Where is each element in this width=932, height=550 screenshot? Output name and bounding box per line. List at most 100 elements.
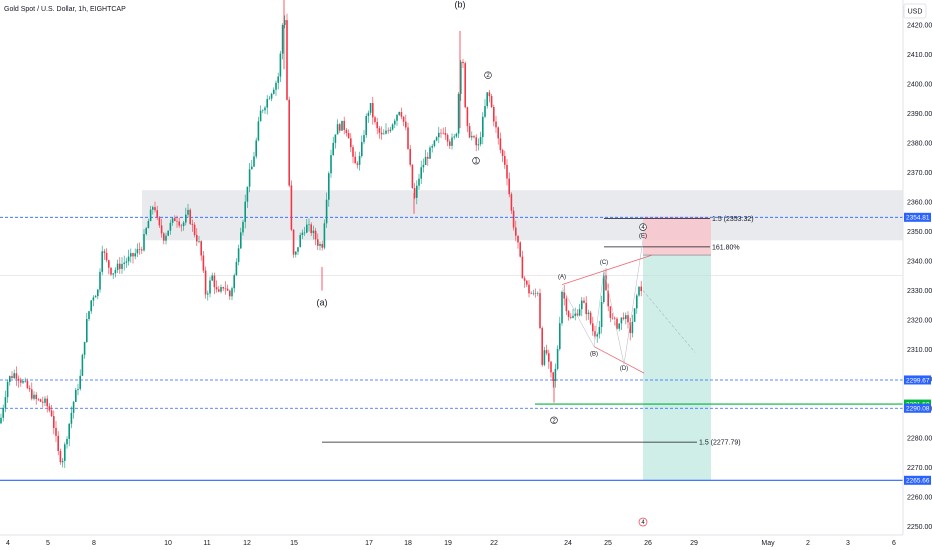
price-axis[interactable]: 2250.002260.002270.002280.002290.002300.… — [902, 0, 932, 535]
candle-body — [449, 141, 451, 146]
candle-body — [218, 289, 220, 292]
candle-body — [616, 318, 618, 329]
price-tick-10: 2350.00 — [907, 229, 932, 236]
time-axis[interactable]: 4 5 8 10 11 12 15 17 18 19 22 24 25 26 29 May 2 3 6 — [0, 534, 903, 547]
time-tick-1: 5 — [46, 540, 50, 547]
candle-body — [180, 225, 183, 227]
candle-body — [147, 221, 150, 229]
candle-body — [297, 247, 299, 252]
candle-body — [79, 375, 81, 389]
candle-body — [97, 289, 99, 297]
candle-body — [22, 381, 24, 383]
candle-body — [160, 225, 163, 234]
candle-body — [633, 308, 636, 322]
candle-body — [90, 300, 92, 312]
wave-label-1: (a) — [317, 297, 328, 307]
price-tick-11: 2360.00 — [907, 200, 932, 207]
candle-body — [475, 137, 477, 146]
fib-label-0: 1.5 (2353.32) — [712, 216, 754, 223]
candle-body — [251, 166, 253, 170]
wedge-lower-line[interactable] — [593, 346, 645, 374]
candle-body — [152, 207, 154, 210]
candles — [0, 0, 642, 468]
candle-body — [198, 241, 200, 242]
short-position-tool[interactable] — [642, 216, 711, 481]
stop-loss-zone[interactable] — [643, 216, 711, 256]
time-tick-4: 11 — [203, 540, 210, 547]
candle-body — [308, 224, 310, 226]
wedge-upper-line[interactable] — [561, 254, 653, 285]
candle-body — [284, 20, 286, 26]
wave-labels: (b) (a) 2 1 2 (A) (B) (C) (D) 4 (E) 4 — [317, 0, 648, 527]
abcde-path[interactable] — [561, 240, 644, 365]
candle-body — [279, 53, 282, 77]
candle-body — [72, 401, 75, 413]
candle-body — [466, 107, 469, 127]
candle-body — [343, 120, 345, 130]
candle-body — [451, 137, 453, 146]
candle-body — [123, 262, 125, 264]
candle-body — [629, 322, 631, 334]
candle-body — [37, 399, 40, 400]
candle-body — [609, 306, 612, 318]
candle-body — [363, 135, 365, 143]
candle-body — [548, 353, 550, 362]
currency-label: USD — [908, 9, 923, 16]
candle-body — [372, 103, 374, 118]
candle-body — [92, 297, 95, 301]
candle-body — [0, 417, 2, 424]
candle-body — [178, 221, 180, 226]
candle-body — [303, 232, 306, 234]
candle-body — [233, 275, 235, 289]
time-tick-14: 29 — [690, 540, 698, 547]
price-tick-12: 2370.00 — [907, 170, 932, 177]
candle-body — [334, 134, 337, 143]
candle-body — [213, 275, 216, 288]
currency-box[interactable] — [903, 3, 927, 19]
candle-body — [42, 401, 44, 403]
candle-body — [402, 116, 405, 122]
candle-body — [339, 124, 341, 131]
candle-body — [409, 148, 411, 165]
candle-body — [33, 394, 35, 399]
candle-body — [262, 110, 264, 111]
candle-body — [116, 263, 119, 270]
drawings[interactable]: 1.5 (2353.32) 161.80% 1.5 (2277.79) — [322, 216, 754, 447]
wave-label-10: (E) — [639, 233, 647, 239]
candle-body — [317, 239, 319, 246]
candle-body — [6, 382, 9, 398]
candle-body — [387, 130, 389, 132]
candle-body — [383, 133, 385, 135]
candle-body — [295, 251, 297, 255]
candle-body — [244, 201, 246, 222]
candle-body — [88, 311, 90, 320]
candle-body — [493, 106, 495, 122]
price-tick-1: 2260.00 — [907, 495, 932, 502]
candle-body — [185, 214, 187, 223]
take-profit-zone[interactable] — [643, 255, 711, 481]
candle-body — [365, 116, 367, 136]
candle-body — [534, 293, 537, 295]
fib-label-1: 161.80% — [712, 244, 740, 251]
footer-marker-circle — [638, 517, 648, 527]
price-tag-bg-3 — [904, 403, 931, 413]
candle-body — [44, 398, 46, 403]
candle-body — [563, 291, 565, 299]
time-tick-16: 2 — [806, 540, 810, 547]
candle-body — [332, 142, 334, 156]
candle-body — [479, 137, 482, 145]
candle-body — [158, 217, 161, 226]
resistance-zone — [142, 190, 903, 241]
candle-body — [376, 122, 378, 129]
candle-body — [48, 406, 51, 411]
candle-body — [517, 235, 519, 243]
candle-body — [224, 288, 227, 290]
price-tag-bg-4 — [904, 475, 931, 485]
price-tag-bg-0 — [904, 212, 931, 222]
candle-body — [427, 156, 429, 159]
candle-body — [138, 249, 141, 250]
candle-body — [552, 372, 554, 382]
candle-body — [570, 317, 572, 318]
candle-body — [523, 278, 526, 281]
